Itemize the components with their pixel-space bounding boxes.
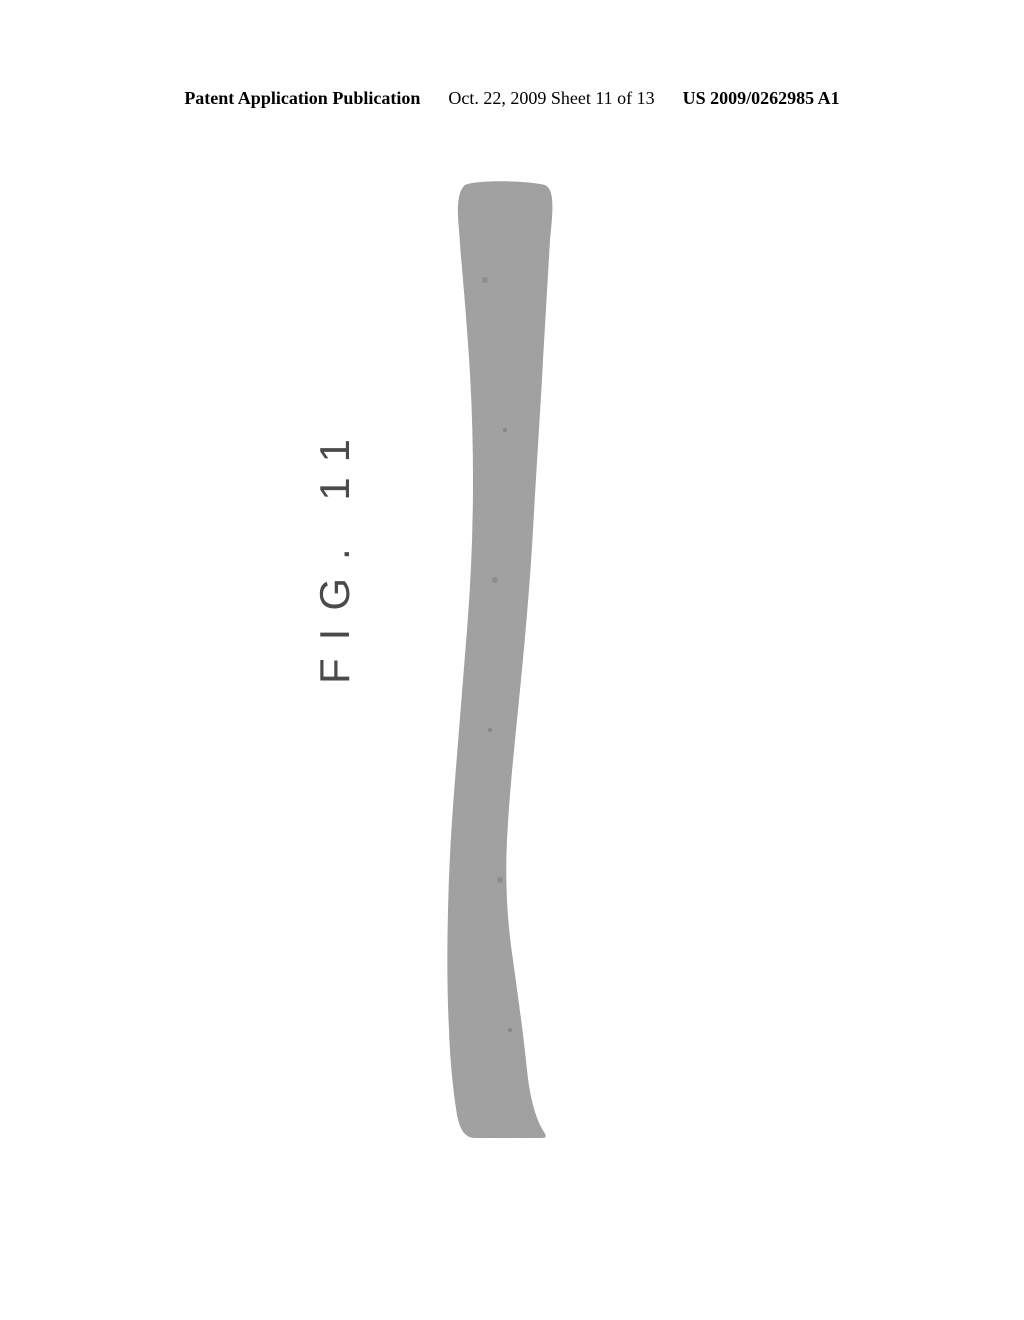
- figure-image: [445, 180, 565, 1140]
- publication-number: US 2009/0262985 A1: [683, 88, 840, 109]
- figure-label: FIG. 11: [311, 421, 359, 684]
- publication-date-sheet: Oct. 22, 2009 Sheet 11 of 13: [448, 88, 654, 109]
- page-header: Patent Application Publication Oct. 22, …: [0, 88, 1024, 109]
- publication-type: Patent Application Publication: [184, 88, 420, 109]
